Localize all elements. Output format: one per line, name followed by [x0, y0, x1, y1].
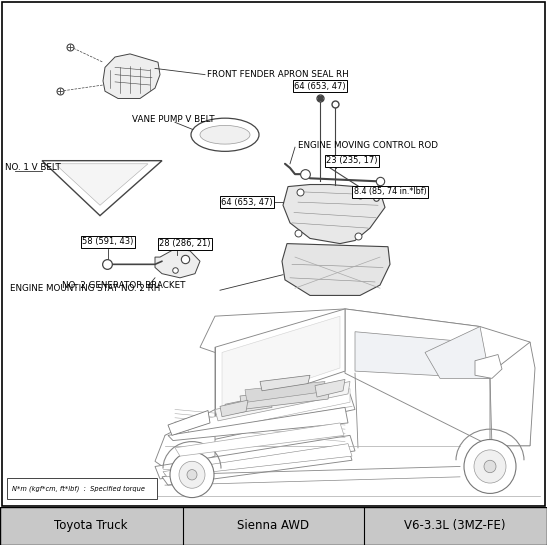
Polygon shape [162, 448, 352, 485]
FancyBboxPatch shape [0, 507, 547, 545]
Polygon shape [315, 379, 345, 397]
Polygon shape [55, 164, 148, 205]
Polygon shape [165, 394, 355, 448]
Circle shape [170, 452, 214, 498]
Polygon shape [175, 423, 344, 456]
Polygon shape [215, 382, 350, 421]
Text: VANE PUMP V BELT: VANE PUMP V BELT [132, 114, 214, 124]
Ellipse shape [200, 125, 250, 144]
FancyBboxPatch shape [2, 2, 545, 506]
Text: 8.4 (85, 74 in.*lbf): 8.4 (85, 74 in.*lbf) [353, 187, 426, 196]
Text: ENGINE MOVING CONTROL ROD: ENGINE MOVING CONTROL ROD [298, 141, 438, 150]
Text: 64 (653, 47): 64 (653, 47) [221, 198, 273, 207]
Text: 28 (286, 21): 28 (286, 21) [159, 239, 211, 248]
Polygon shape [282, 244, 390, 295]
Polygon shape [475, 354, 502, 378]
Polygon shape [168, 410, 210, 435]
Polygon shape [220, 400, 248, 417]
Circle shape [484, 461, 496, 473]
Polygon shape [185, 389, 350, 435]
Polygon shape [425, 326, 490, 378]
Text: NO. 1 V BELT: NO. 1 V BELT [5, 164, 61, 172]
Polygon shape [490, 342, 535, 446]
Polygon shape [168, 408, 348, 440]
Text: ENGINE MOUNTING STAY NO. 2 RH: ENGINE MOUNTING STAY NO. 2 RH [10, 284, 160, 293]
Polygon shape [163, 444, 352, 477]
Polygon shape [225, 395, 272, 415]
Text: 64 (653, 47): 64 (653, 47) [294, 82, 346, 90]
Text: NO. 2 GENERATOR BRACKET: NO. 2 GENERATOR BRACKET [62, 281, 185, 289]
Polygon shape [355, 332, 490, 378]
Polygon shape [222, 316, 340, 408]
Ellipse shape [191, 118, 259, 152]
Polygon shape [283, 185, 385, 244]
Text: 23 (235, 17): 23 (235, 17) [326, 156, 378, 165]
Polygon shape [42, 161, 162, 216]
Polygon shape [215, 309, 345, 415]
Polygon shape [260, 376, 310, 391]
Circle shape [179, 461, 205, 488]
Polygon shape [103, 54, 160, 99]
Circle shape [187, 470, 197, 480]
Text: FRONT FENDER APRON SEAL RH: FRONT FENDER APRON SEAL RH [207, 70, 349, 79]
Polygon shape [155, 435, 355, 479]
Circle shape [474, 450, 506, 483]
Text: 58 (591, 43): 58 (591, 43) [82, 237, 133, 246]
Polygon shape [245, 382, 325, 402]
Circle shape [464, 439, 516, 493]
Polygon shape [155, 249, 200, 278]
Text: N*m (kgf*cm, ft*lbf)  :  Specified torque: N*m (kgf*cm, ft*lbf) : Specified torque [12, 485, 145, 492]
Text: Sienna AWD: Sienna AWD [237, 519, 309, 532]
Text: Toyota Truck: Toyota Truck [54, 519, 128, 532]
FancyBboxPatch shape [7, 478, 157, 499]
Polygon shape [155, 409, 215, 471]
Polygon shape [240, 386, 330, 409]
Polygon shape [200, 309, 480, 368]
Text: V6-3.3L (3MZ-FE): V6-3.3L (3MZ-FE) [404, 519, 506, 532]
Polygon shape [345, 309, 530, 446]
